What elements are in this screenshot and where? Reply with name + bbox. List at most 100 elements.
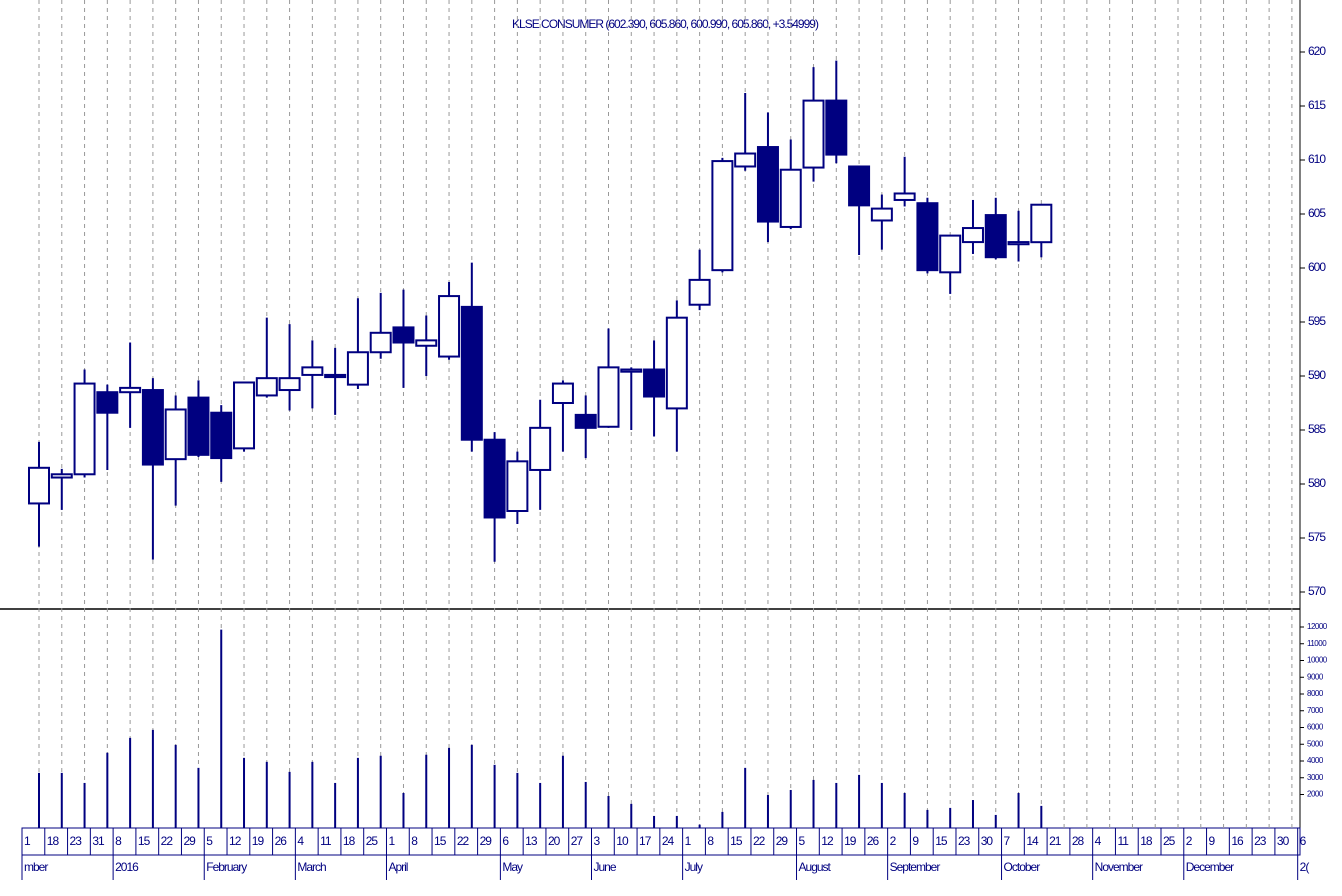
y-tick-label: 575	[1308, 530, 1326, 544]
x-tick-label: 1	[685, 834, 692, 848]
candle-body	[961, 227, 984, 244]
volume-tick-label: 2000	[1307, 790, 1324, 799]
candle-body	[415, 339, 438, 347]
month-label: October	[1004, 860, 1041, 874]
candle-body	[597, 366, 620, 428]
x-tick-label: 4	[1095, 834, 1102, 848]
x-tick-label: 18	[343, 834, 356, 848]
candle-body	[346, 351, 369, 386]
month-label: April	[388, 860, 407, 874]
candle-body	[28, 466, 50, 505]
x-tick-label: 15	[730, 834, 743, 848]
x-tick-label: 16	[1231, 834, 1244, 848]
x-tick-label: 9	[912, 834, 919, 848]
x-tick-label: 19	[844, 834, 857, 848]
candle-body	[529, 426, 552, 471]
x-tick-label: 3	[594, 834, 601, 848]
x-tick-label: 26	[867, 834, 880, 848]
volume-tick-label: 10000	[1307, 656, 1328, 665]
x-tick-label: 17	[639, 834, 652, 848]
y-tick-label: 590	[1308, 368, 1326, 382]
chart-title: KLSE CONSUMER (602.390, 605.860, 600.990…	[512, 17, 819, 31]
x-tick-label: 22	[457, 834, 470, 848]
candle-body	[73, 382, 96, 476]
y-tick-label: 595	[1308, 314, 1326, 328]
x-tick-label: 25	[366, 834, 379, 848]
y-tick-label: 600	[1308, 260, 1326, 274]
candle-body	[438, 295, 461, 358]
x-tick-label: 30	[1277, 834, 1290, 848]
x-tick-label: 7	[1004, 834, 1011, 848]
month-label: mber	[24, 860, 48, 874]
candle-body	[141, 389, 164, 466]
x-tick-label: 31	[92, 834, 105, 848]
month-label: December	[1186, 860, 1234, 874]
x-tick-label: 29	[183, 834, 196, 848]
candle-body	[460, 305, 483, 441]
x-tick-label: 21	[1049, 834, 1062, 848]
month-label: 2(	[1300, 860, 1310, 874]
x-tick-label: 4	[297, 834, 304, 848]
candle-body	[893, 192, 916, 201]
x-tick-label: 6	[1300, 834, 1307, 848]
candle-body	[278, 377, 301, 392]
candle-body	[574, 413, 597, 429]
y-tick-label: 580	[1308, 476, 1326, 490]
x-tick-label: 18	[47, 834, 60, 848]
x-tick-label: 8	[115, 834, 122, 848]
x-tick-label: 18	[1140, 834, 1153, 848]
x-tick-label: 29	[480, 834, 493, 848]
candle-body	[1007, 241, 1030, 246]
candle-body	[825, 99, 848, 156]
candle-body	[255, 377, 278, 397]
x-tick-label: 8	[411, 834, 418, 848]
volume-tick-label: 8000	[1307, 689, 1324, 698]
x-tick-label: 26	[275, 834, 288, 848]
x-tick-label: 25	[1163, 834, 1176, 848]
volume-tick-label: 3000	[1307, 773, 1324, 782]
candle-body	[734, 152, 757, 168]
x-tick-label: 15	[935, 834, 948, 848]
x-tick-label: 20	[548, 834, 561, 848]
candle-body	[210, 411, 233, 460]
x-tick-label: 30	[981, 834, 994, 848]
candle-body	[756, 146, 779, 223]
volume-tick-label: 4000	[1307, 756, 1324, 765]
x-tick-label: 29	[776, 834, 789, 848]
x-tick-label: 12	[229, 834, 242, 848]
x-tick-label: 5	[206, 834, 213, 848]
x-tick-label: 12	[821, 834, 834, 848]
candle-body	[324, 373, 347, 379]
x-tick-label: 1	[24, 834, 31, 848]
candle-body	[779, 168, 802, 228]
x-tick-label: 1	[388, 834, 395, 848]
candle-body	[164, 408, 187, 461]
candle-body	[119, 386, 142, 394]
candle-body	[301, 366, 324, 376]
candle-body	[665, 316, 688, 410]
month-label: 2016	[115, 860, 139, 874]
y-tick-label: 610	[1308, 152, 1326, 166]
volume-tick-label: 5000	[1307, 739, 1324, 748]
candle-body	[688, 278, 711, 306]
y-tick-label: 585	[1308, 422, 1326, 436]
x-tick-label: 23	[1254, 834, 1267, 848]
x-tick-label: 23	[958, 834, 971, 848]
x-tick-label: 22	[161, 834, 174, 848]
x-tick-label: 2	[890, 834, 897, 848]
y-tick-label: 620	[1308, 44, 1326, 58]
x-tick-label: 28	[1072, 834, 1085, 848]
x-tick-label: 11	[1117, 834, 1129, 848]
candle-body	[620, 368, 643, 373]
candle-body	[939, 234, 962, 274]
candle-body	[916, 202, 939, 272]
x-tick-label: 27	[571, 834, 584, 848]
x-tick-label: 15	[434, 834, 447, 848]
candle-body	[984, 214, 1007, 259]
month-label: July	[685, 860, 703, 874]
month-label: March	[297, 860, 326, 874]
candle-body	[187, 396, 210, 456]
x-tick-label: 10	[616, 834, 629, 848]
month-label: February	[206, 860, 247, 874]
volume-tick-label: 11000	[1307, 639, 1327, 648]
